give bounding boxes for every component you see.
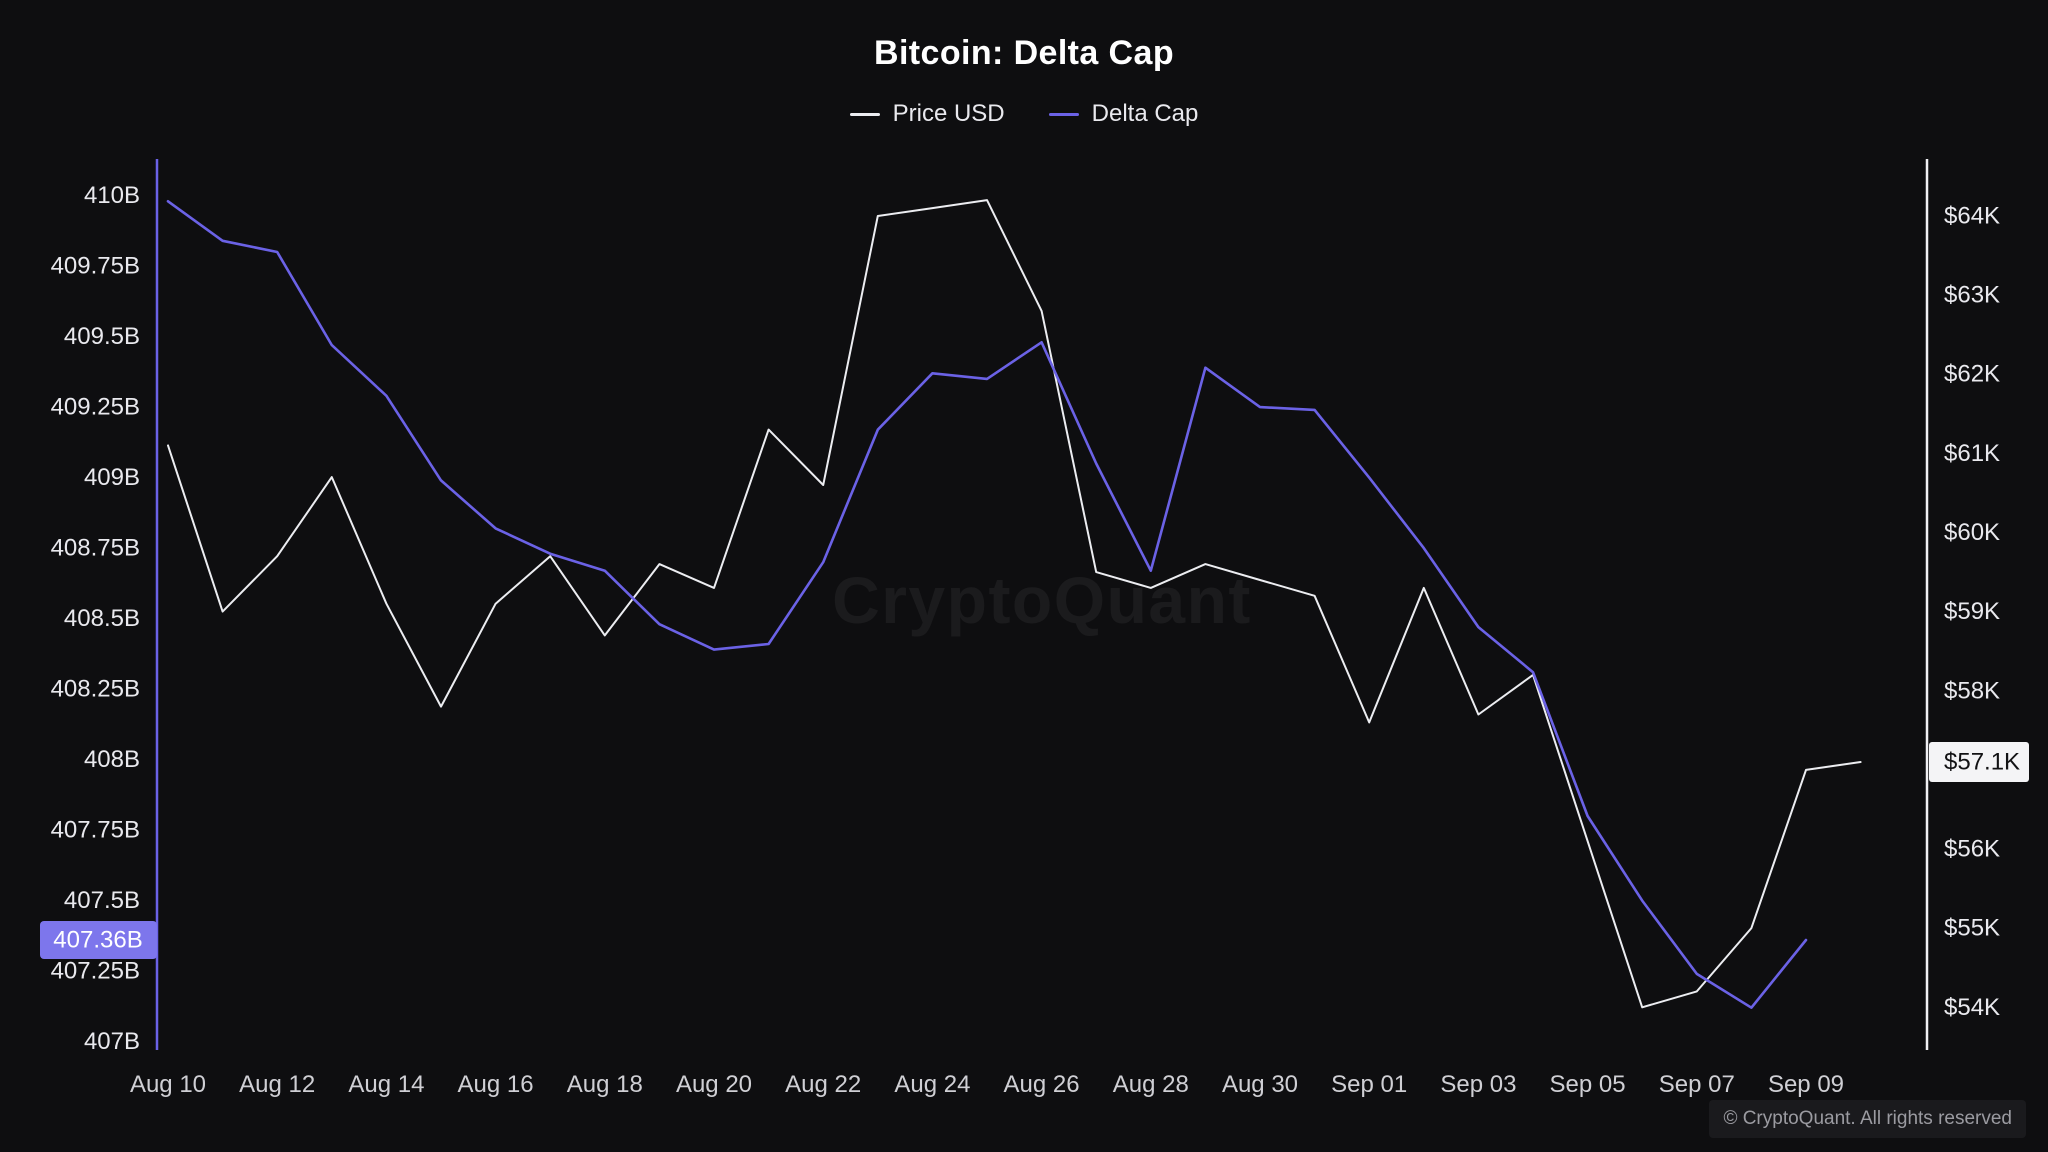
delta-cap-line-swatch bbox=[1048, 112, 1079, 116]
left-axis-tick-label: 409.5B bbox=[64, 323, 140, 350]
delta-cap-line bbox=[166, 200, 1808, 1010]
left-axis-tick-label: 408.25B bbox=[51, 676, 140, 703]
legend-item-price-usd[interactable]: Price USD bbox=[849, 100, 1005, 128]
x-axis-tick-label: Aug 16 bbox=[458, 1071, 534, 1098]
right-axis-tick-label: $64K bbox=[1944, 203, 2000, 230]
left-axis-tick-label: 407.5B bbox=[64, 887, 140, 914]
x-axis-tick-label: Aug 20 bbox=[676, 1071, 752, 1098]
x-axis-tick-label: Aug 10 bbox=[130, 1071, 206, 1098]
delta-cap-current-value-chip bbox=[40, 921, 157, 959]
right-axis-tick-label: $58K bbox=[1944, 677, 2000, 704]
left-axis-tick-label: 408.75B bbox=[51, 535, 140, 562]
left-axis-tick-label: 409B bbox=[84, 464, 140, 491]
left-axis-tick-label: 409.25B bbox=[51, 394, 140, 421]
right-axis-tick-label: $63K bbox=[1944, 282, 2000, 309]
price-current-value-label: $57.1K bbox=[1944, 749, 2020, 776]
right-axis-tick-label: $55K bbox=[1944, 915, 2000, 942]
x-axis-tick-label: Sep 07 bbox=[1659, 1071, 1735, 1098]
x-axis-tick-label: Aug 30 bbox=[1222, 1071, 1298, 1098]
chart-title: Bitcoin: Delta Cap bbox=[873, 34, 1174, 72]
x-axis-tick-label: Aug 18 bbox=[567, 1071, 643, 1098]
price-usd-line-swatch bbox=[849, 112, 880, 116]
right-axis-tick-label: $59K bbox=[1944, 598, 2000, 625]
right-axis-tick-label: $61K bbox=[1944, 440, 2000, 467]
left-axis-tick-label: 407.25B bbox=[51, 958, 140, 985]
x-axis-tick-label: Sep 05 bbox=[1550, 1071, 1626, 1098]
x-axis-tick-label: Aug 22 bbox=[785, 1071, 861, 1098]
price-usd-line bbox=[167, 199, 1862, 1009]
x-axis-tick-label: Aug 12 bbox=[239, 1071, 315, 1098]
copyright-notice: © CryptoQuant. All rights reserved bbox=[1709, 1100, 2026, 1138]
legend-label-delta-cap: Delta Cap bbox=[1091, 100, 1199, 127]
left-axis-tick-label: 407B bbox=[84, 1028, 140, 1055]
right-axis-tick-label: $60K bbox=[1944, 519, 2000, 546]
x-axis-tick-label: Aug 14 bbox=[348, 1071, 424, 1098]
delta-cap-current-value-label: 407.36B bbox=[53, 927, 142, 954]
x-axis-tick-label: Aug 24 bbox=[894, 1071, 970, 1098]
legend-item-delta-cap[interactable]: Delta Cap bbox=[1048, 100, 1199, 128]
legend-label-price-usd: Price USD bbox=[892, 100, 1005, 127]
x-axis-tick-label: Aug 28 bbox=[1113, 1071, 1189, 1098]
x-axis-tick-label: Sep 01 bbox=[1331, 1071, 1407, 1098]
right-axis-tick-label: $54K bbox=[1944, 994, 2000, 1021]
x-axis-tick-label: Sep 09 bbox=[1768, 1071, 1844, 1098]
left-axis-tick-label: 410B bbox=[84, 182, 140, 209]
price-current-value-chip bbox=[1929, 742, 2029, 782]
left-axis-tick-label: 409.75B bbox=[51, 253, 140, 280]
x-axis-tick-label: Sep 03 bbox=[1440, 1071, 1516, 1098]
x-axis-tick-label: Aug 26 bbox=[1004, 1071, 1080, 1098]
left-axis-tick-label: 407.75B bbox=[51, 817, 140, 844]
right-axis-tick-label: $62K bbox=[1944, 361, 2000, 388]
left-axis-tick-label: 408B bbox=[84, 746, 140, 773]
right-axis-tick-label: $56K bbox=[1944, 836, 2000, 863]
chart-legend: Price USD Delta Cap bbox=[0, 100, 2048, 128]
left-axis-tick-label: 408.5B bbox=[64, 605, 140, 632]
